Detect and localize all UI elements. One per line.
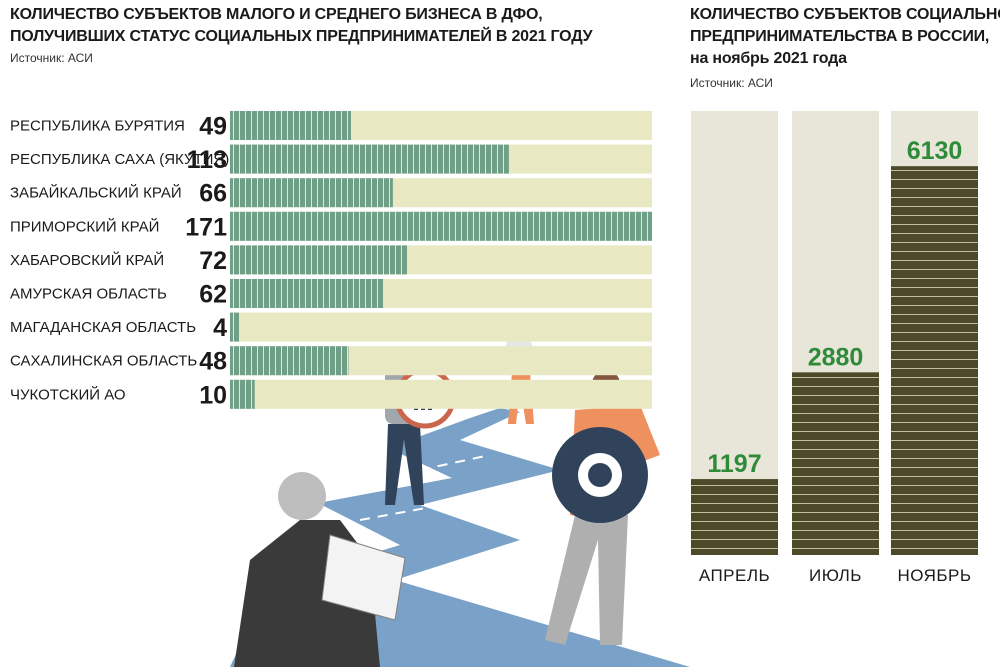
bar <box>230 279 384 308</box>
right-source-note: Источник: АСИ <box>690 76 773 90</box>
bar-category-label: АМУРСКАЯ ОБЛАСТЬ <box>10 286 167 303</box>
column-value-label: 2880 <box>808 343 864 371</box>
bar-value-label: 10 <box>199 381 227 409</box>
bar-track <box>230 312 652 342</box>
right-title-line-2: предпринимательства в России, <box>690 28 990 45</box>
bar-value-label: 171 <box>185 213 227 241</box>
column-category-label: НОЯБРЬ <box>897 566 971 585</box>
bar-value-label: 113 <box>187 146 227 174</box>
bar <box>230 346 349 376</box>
column-category-label: АПРЕЛЬ <box>699 566 770 585</box>
left-title-line-1: Количество субъектов малого и среднего б… <box>10 6 543 23</box>
column <box>891 166 978 555</box>
bar <box>230 379 255 409</box>
bar-value-label: 62 <box>199 281 227 309</box>
right-title-line-3: на ноябрь 2021 года <box>690 50 847 67</box>
bar-value-label: 49 <box>199 113 227 141</box>
bar <box>230 245 408 275</box>
bar-category-label: САХАЛИНСКАЯ ОБЛАСТЬ <box>10 353 197 370</box>
bar-category-label: ХАБАРОВСКИЙ КРАЙ <box>10 251 164 269</box>
bar-category-label: РЕСПУБЛИКА САХА (ЯКУТИЯ) <box>10 151 229 168</box>
bar-category-label: ЗАБАЙКАЛЬСКИЙ КРАЙ <box>10 184 182 202</box>
left-source-note: Источник: АСИ <box>10 51 93 65</box>
bar-track <box>230 379 652 409</box>
bar-category-label: МАГАДАНСКАЯ ОБЛАСТЬ <box>10 319 196 336</box>
bar-value-label: 72 <box>199 247 227 275</box>
column-value-label: 6130 <box>907 137 963 165</box>
column <box>691 479 778 555</box>
bar <box>230 144 509 174</box>
bar-category-label: РЕСПУБЛИКА БУРЯТИЯ <box>10 118 185 135</box>
left-title-line-2: получивших статус социальных предпринима… <box>10 28 593 45</box>
column-category-label: ИЮЛЬ <box>809 566 862 585</box>
bar-value-label: 66 <box>199 180 227 208</box>
bar-value-label: 48 <box>199 348 227 376</box>
bar <box>230 211 652 241</box>
right-chart-title: Количество субъектов социального предпри… <box>690 4 1000 70</box>
left-chart-title: Количество субъектов малого и среднего б… <box>10 4 593 48</box>
bar-value-label: 4 <box>213 314 227 342</box>
dfo-bar-chart: РЕСПУБЛИКА БУРЯТИЯ 49 РЕСПУБЛИКА САХА (ЯКУ… <box>10 111 652 409</box>
bar-category-label: ПРИМОРСКИЙ КРАЙ <box>10 217 159 235</box>
bar-category-label: ЧУКОТСКИЙ АО <box>10 385 126 403</box>
bar <box>230 111 351 140</box>
business-people-illustration <box>230 325 690 667</box>
russia-column-chart: 1197 АПРЕЛЬ 2880 ИЮЛЬ 6130 НОЯБРЬ <box>691 111 978 585</box>
right-title-line-1: Количество субъектов социального <box>690 6 1000 23</box>
bar <box>230 312 240 342</box>
column <box>792 372 879 555</box>
column-value-label: 1197 <box>707 450 761 478</box>
bar <box>230 178 393 208</box>
